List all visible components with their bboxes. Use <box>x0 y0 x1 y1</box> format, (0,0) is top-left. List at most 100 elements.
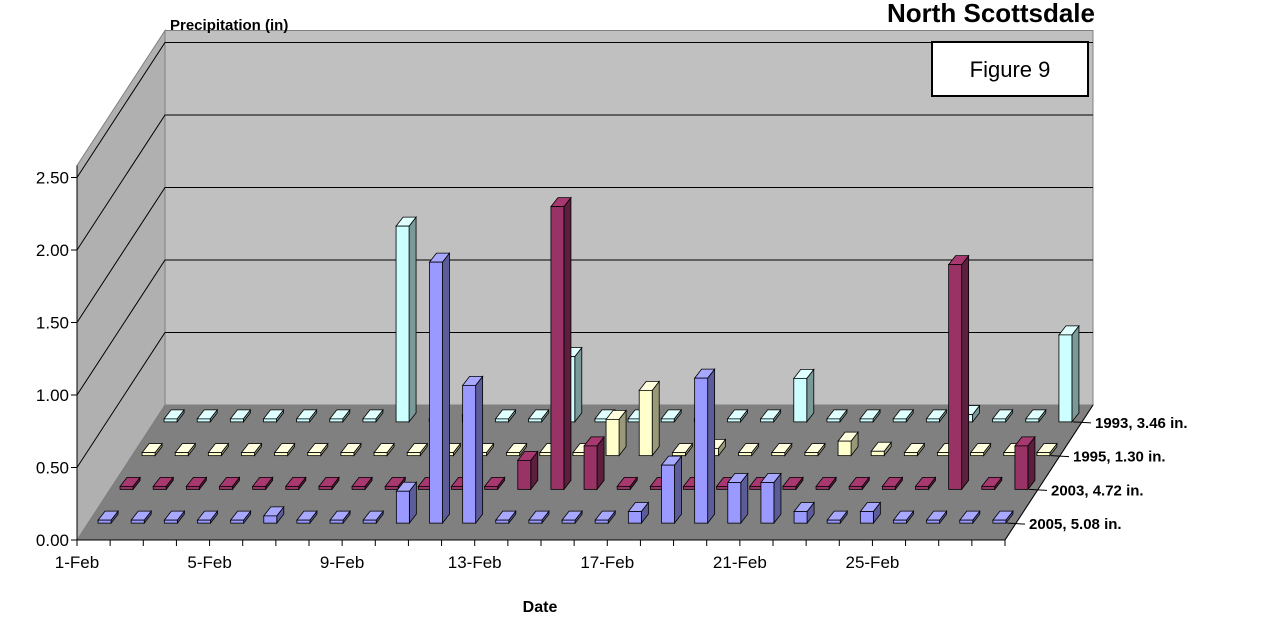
bar <box>351 476 373 491</box>
bar <box>295 408 318 424</box>
bar <box>726 408 749 424</box>
bar <box>726 472 749 525</box>
bar <box>1036 442 1058 457</box>
bar <box>284 476 307 491</box>
gridline <box>76 332 1093 468</box>
bar <box>848 476 871 491</box>
y-tick-label: 1.00 <box>36 386 69 405</box>
y-tick-label: 0.00 <box>36 531 69 550</box>
bar <box>218 476 241 491</box>
chart-bars <box>97 196 1080 525</box>
bar <box>627 501 650 525</box>
bar <box>980 476 1003 491</box>
bar <box>969 442 992 457</box>
bar <box>892 408 915 424</box>
bar <box>1058 324 1080 424</box>
bar <box>638 380 661 457</box>
bar <box>428 251 451 525</box>
bar <box>1024 408 1047 424</box>
series-row <box>97 251 1014 525</box>
bar <box>671 442 694 457</box>
bar <box>859 408 881 424</box>
series-label-tick <box>1072 421 1092 424</box>
bar <box>240 442 263 457</box>
y-tick-label: 2.50 <box>36 169 69 188</box>
bar <box>273 442 296 457</box>
bar <box>406 442 429 457</box>
x-tick-labels: 1-Feb 5-Feb 9-Feb 13-Feb 17-Feb 21-Feb 25-Feb <box>55 553 900 572</box>
bar <box>925 509 948 525</box>
bar <box>340 442 362 457</box>
bar <box>174 442 197 457</box>
series-labels: 1993, 3.46 in. 1995, 1.30 in. 2003, 4.72 i… <box>1006 415 1188 533</box>
bar <box>306 442 329 457</box>
bar <box>616 476 639 491</box>
bar <box>196 509 219 525</box>
bar <box>594 509 617 525</box>
bar <box>119 476 141 491</box>
bar <box>384 476 407 491</box>
x-axis-label: Date <box>523 599 558 616</box>
bar <box>130 509 153 525</box>
chart-gridlines <box>76 42 1093 468</box>
bar <box>516 450 539 491</box>
bar <box>760 472 782 525</box>
bar <box>251 476 274 491</box>
series-label-tick <box>1050 455 1070 458</box>
x-tick-label: 21-Feb <box>713 553 767 572</box>
bar <box>207 442 230 457</box>
bar <box>737 442 760 457</box>
bar <box>770 442 793 457</box>
bar <box>561 509 583 525</box>
series-label-tick <box>1006 522 1026 525</box>
bar <box>229 408 252 424</box>
bar <box>870 441 893 457</box>
bar <box>163 408 185 424</box>
x-tick-label: 13-Feb <box>448 553 502 572</box>
bar <box>152 476 175 491</box>
series-row <box>163 215 1080 424</box>
y-tick-label: 2.00 <box>36 241 69 260</box>
bar <box>505 442 528 457</box>
bar <box>583 435 605 491</box>
x-tick-label: 1-Feb <box>55 553 99 572</box>
bar <box>1014 435 1036 491</box>
bar <box>815 476 837 491</box>
bar <box>605 409 627 457</box>
gridline <box>76 42 1093 178</box>
bar <box>782 476 804 491</box>
bar <box>395 481 418 525</box>
bar <box>527 408 550 424</box>
bar <box>992 509 1014 525</box>
bar <box>792 368 815 424</box>
bar <box>494 509 517 525</box>
figure-annotation-box <box>931 41 1089 97</box>
bar <box>494 408 517 424</box>
depth-axis-line <box>1004 404 1094 541</box>
x-tick-label: 17-Feb <box>580 553 634 572</box>
series-label: 2005, 5.08 in. <box>1029 516 1122 533</box>
gridline <box>76 114 1093 251</box>
bar <box>362 408 384 424</box>
series-label: 1995, 1.30 in. <box>1073 449 1166 466</box>
bar <box>528 509 550 525</box>
bar <box>693 367 716 525</box>
bar <box>373 442 395 457</box>
series-label-tick <box>1028 488 1048 491</box>
gridline <box>76 259 1093 396</box>
bar <box>196 408 219 424</box>
bar <box>329 509 351 525</box>
bar <box>362 509 385 525</box>
bar <box>296 509 318 525</box>
x-tick-label: 9-Feb <box>320 553 364 572</box>
bar <box>826 408 848 424</box>
gridline <box>76 187 1093 323</box>
bar <box>991 408 1014 424</box>
figure-annotation: Figure 9 <box>970 57 1051 82</box>
bar <box>163 509 186 525</box>
bar <box>859 501 882 525</box>
series-label: 2003, 4.72 in. <box>1051 482 1144 499</box>
bar <box>826 509 849 525</box>
bar <box>141 442 163 457</box>
